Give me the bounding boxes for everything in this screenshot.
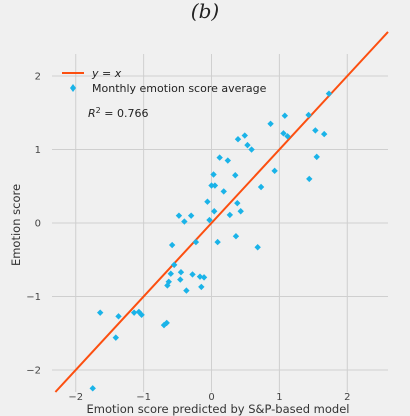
legend-label-line: y = x [91, 67, 122, 80]
data-point [257, 183, 265, 191]
data-point [204, 198, 211, 205]
data-point [325, 90, 333, 97]
data-point [89, 385, 96, 392]
data-point [175, 212, 183, 219]
x-tick-label: 2 [344, 392, 350, 403]
data-point [160, 321, 168, 329]
data-point [224, 157, 232, 164]
data-point [189, 271, 196, 278]
legend-label-points: Monthly emotion score average [92, 82, 267, 95]
data-point [232, 172, 239, 179]
data-point [216, 154, 223, 161]
y-tick-label: 2 [35, 72, 41, 83]
data-point [177, 276, 184, 283]
y-tick-label: 0 [35, 219, 41, 230]
data-point [183, 287, 190, 294]
data-point [234, 199, 241, 207]
data-point [192, 238, 200, 246]
data-point [313, 153, 320, 161]
data-point [130, 309, 138, 316]
data-point [198, 283, 205, 291]
data-point [267, 120, 274, 128]
data-point [167, 270, 174, 277]
data-points-series [89, 90, 333, 392]
x-axis-label: Emotion score predicted by S&P-based mod… [87, 402, 350, 416]
data-point [248, 146, 255, 153]
y-axis-label: Emotion score [9, 184, 23, 266]
y-tick-label: 1 [35, 145, 41, 156]
data-point [320, 130, 328, 138]
data-point [284, 133, 291, 140]
data-point [200, 274, 208, 281]
y-tick-label: −2 [26, 365, 41, 376]
data-point [210, 171, 217, 178]
data-point [226, 211, 234, 219]
data-point [115, 313, 122, 320]
y-tick-label: −1 [26, 292, 41, 303]
r-squared-annotation: R2 = 0.766 [88, 106, 148, 120]
data-point [234, 136, 242, 143]
data-point [96, 309, 104, 316]
data-point [170, 261, 178, 269]
data-point [312, 127, 319, 134]
data-point [237, 208, 244, 215]
identity-line [54, 31, 389, 393]
data-point [281, 112, 289, 119]
data-point [196, 273, 204, 280]
data-point [280, 130, 287, 137]
data-point [305, 111, 312, 119]
x-tick-label: 1 [276, 392, 282, 403]
identity-line-series [54, 31, 389, 393]
data-point [208, 182, 215, 189]
data-point [163, 319, 170, 327]
grid [52, 54, 388, 392]
data-point [306, 175, 313, 183]
data-point [187, 212, 195, 219]
x-tick-label: −2 [68, 392, 83, 403]
data-point [214, 238, 221, 246]
panel-label: (b) [190, 0, 220, 23]
data-point [254, 244, 261, 251]
data-point [165, 278, 172, 285]
x-tick-label: 0 [208, 392, 214, 403]
data-point [168, 241, 176, 249]
legend-point-swatch [70, 84, 76, 92]
data-point [211, 182, 219, 189]
data-point [138, 311, 145, 319]
data-point [232, 233, 240, 240]
data-point [177, 269, 185, 276]
data-point [271, 167, 278, 175]
data-point [211, 208, 218, 215]
x-tick-label: −1 [136, 392, 151, 403]
data-point [244, 141, 251, 149]
data-point [112, 334, 120, 341]
legend: y = x Monthly emotion score average [62, 67, 267, 95]
data-point [206, 216, 213, 224]
data-point [220, 188, 227, 195]
tick-labels: −2 −1 0 1 2 −2 −1 0 1 2 [26, 72, 350, 403]
data-point [241, 132, 248, 139]
data-point [181, 218, 188, 225]
